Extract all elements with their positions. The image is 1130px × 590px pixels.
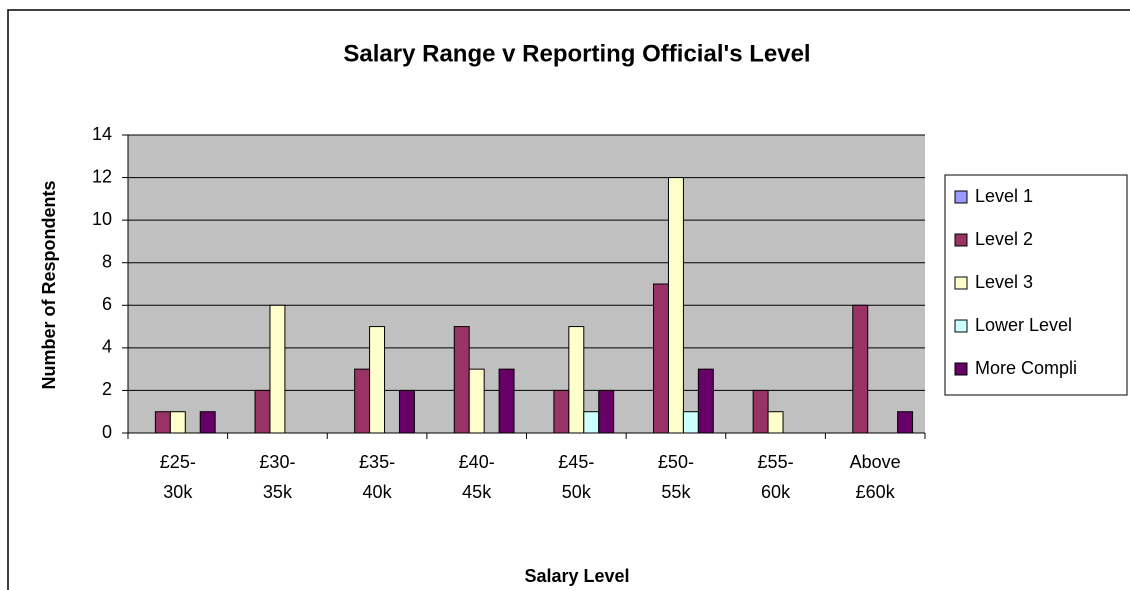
legend-swatch bbox=[954, 276, 968, 290]
bar bbox=[369, 326, 386, 434]
bar bbox=[254, 389, 271, 434]
bar bbox=[897, 411, 914, 434]
y-tick-label: 8 bbox=[102, 251, 112, 271]
bar bbox=[667, 177, 684, 434]
bar bbox=[498, 368, 515, 434]
bar bbox=[169, 411, 186, 434]
y-tick-label: 4 bbox=[102, 337, 112, 357]
y-tick-label: 6 bbox=[102, 294, 112, 314]
legend-label: More Compli bbox=[975, 358, 1077, 378]
legend-swatch bbox=[954, 362, 968, 376]
bar bbox=[697, 368, 714, 434]
plot-area bbox=[128, 135, 925, 433]
bar bbox=[682, 411, 699, 434]
legend-box bbox=[944, 174, 1128, 396]
legend-label: Level 2 bbox=[975, 229, 1033, 249]
x-axis-label: Salary Level bbox=[524, 566, 629, 586]
x-tick-label: £50-55k bbox=[658, 452, 694, 502]
legend-label: Level 3 bbox=[975, 272, 1033, 292]
bar bbox=[553, 389, 570, 434]
legend-swatch bbox=[954, 319, 968, 333]
bar bbox=[583, 411, 600, 434]
x-tick-label: Above £60k bbox=[850, 452, 901, 502]
x-tick-label: £30-35k bbox=[259, 452, 295, 502]
bar bbox=[598, 389, 615, 434]
y-tick-label: 14 bbox=[92, 124, 112, 144]
x-tick-label: £40-45k bbox=[459, 452, 495, 502]
legend-swatch bbox=[954, 233, 968, 247]
bar bbox=[653, 283, 669, 434]
chart-title: Salary Range v Reporting Official's Leve… bbox=[343, 40, 810, 67]
y-tick-label: 10 bbox=[92, 209, 112, 229]
y-axis-label: Number of Respondents bbox=[39, 180, 59, 389]
bar bbox=[154, 411, 171, 434]
legend-swatch bbox=[954, 190, 968, 204]
x-tick-label: £25-30k bbox=[160, 452, 196, 502]
x-tick-label: £45-50k bbox=[558, 452, 594, 502]
bar bbox=[852, 304, 869, 434]
y-tick-label: 12 bbox=[92, 166, 112, 186]
bar bbox=[269, 304, 286, 434]
bar bbox=[453, 326, 470, 434]
y-tick-label: 0 bbox=[102, 422, 112, 442]
bar bbox=[752, 389, 769, 434]
bar bbox=[568, 326, 585, 434]
y-tick-label: 2 bbox=[102, 379, 112, 399]
bar bbox=[199, 411, 216, 434]
legend-label: Level 1 bbox=[975, 186, 1033, 206]
bar bbox=[767, 411, 784, 434]
bar bbox=[398, 389, 415, 434]
bar bbox=[354, 368, 371, 434]
bar bbox=[468, 368, 485, 434]
x-tick-label: £55-60k bbox=[758, 452, 794, 502]
x-tick-label: £35-40k bbox=[359, 452, 395, 502]
legend-label: Lower Level bbox=[975, 315, 1072, 335]
